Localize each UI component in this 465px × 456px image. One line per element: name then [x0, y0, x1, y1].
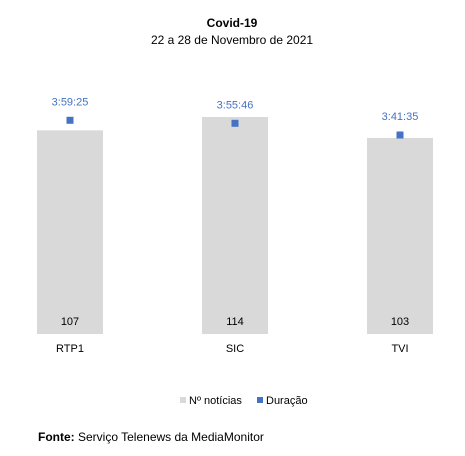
duration-marker-rtp1 — [66, 116, 74, 124]
bar-tvi — [367, 137, 433, 334]
legend: Nº notícias Duração — [180, 395, 308, 407]
duration-label: 3:55:46 — [217, 99, 254, 111]
source-text: Serviço Telenews da MediaMonitor — [78, 430, 264, 444]
category-label-rtp1: RTP1 — [56, 343, 84, 355]
duration-marker-sic — [231, 119, 239, 127]
bar-value-label: 103 — [391, 316, 409, 328]
chart-title: Covid-19 — [207, 16, 258, 30]
duration-marker-tvi — [396, 131, 404, 139]
bar-sic — [202, 117, 268, 334]
plot-area: 107 RTP1 3:59:25 114 SIC 3:55:46 103 TVI 3:41:35 — [37, 96, 433, 355]
category-label-sic: SIC — [226, 343, 244, 355]
source-label: Fonte: — [38, 430, 75, 444]
bar-value-label: 114 — [226, 316, 244, 328]
legend-item-duracao-label: Duração — [266, 395, 308, 407]
bar-rtp1 — [37, 130, 103, 334]
duration-label: 3:41:35 — [382, 111, 419, 123]
legend-item-noticias-label: Nº notícias — [189, 395, 242, 407]
duration-label: 3:59:25 — [52, 96, 89, 108]
legend-item-duracao-swatch — [257, 397, 263, 403]
bar-value-label: 107 — [61, 316, 79, 328]
chart-subtitle: 22 a 28 de Novembro de 2021 — [151, 33, 313, 47]
category-label-tvi: TVI — [391, 343, 408, 355]
source-note: Fonte: Serviço Telenews da MediaMonitor — [38, 430, 264, 444]
legend-item-noticias-swatch — [180, 397, 186, 403]
